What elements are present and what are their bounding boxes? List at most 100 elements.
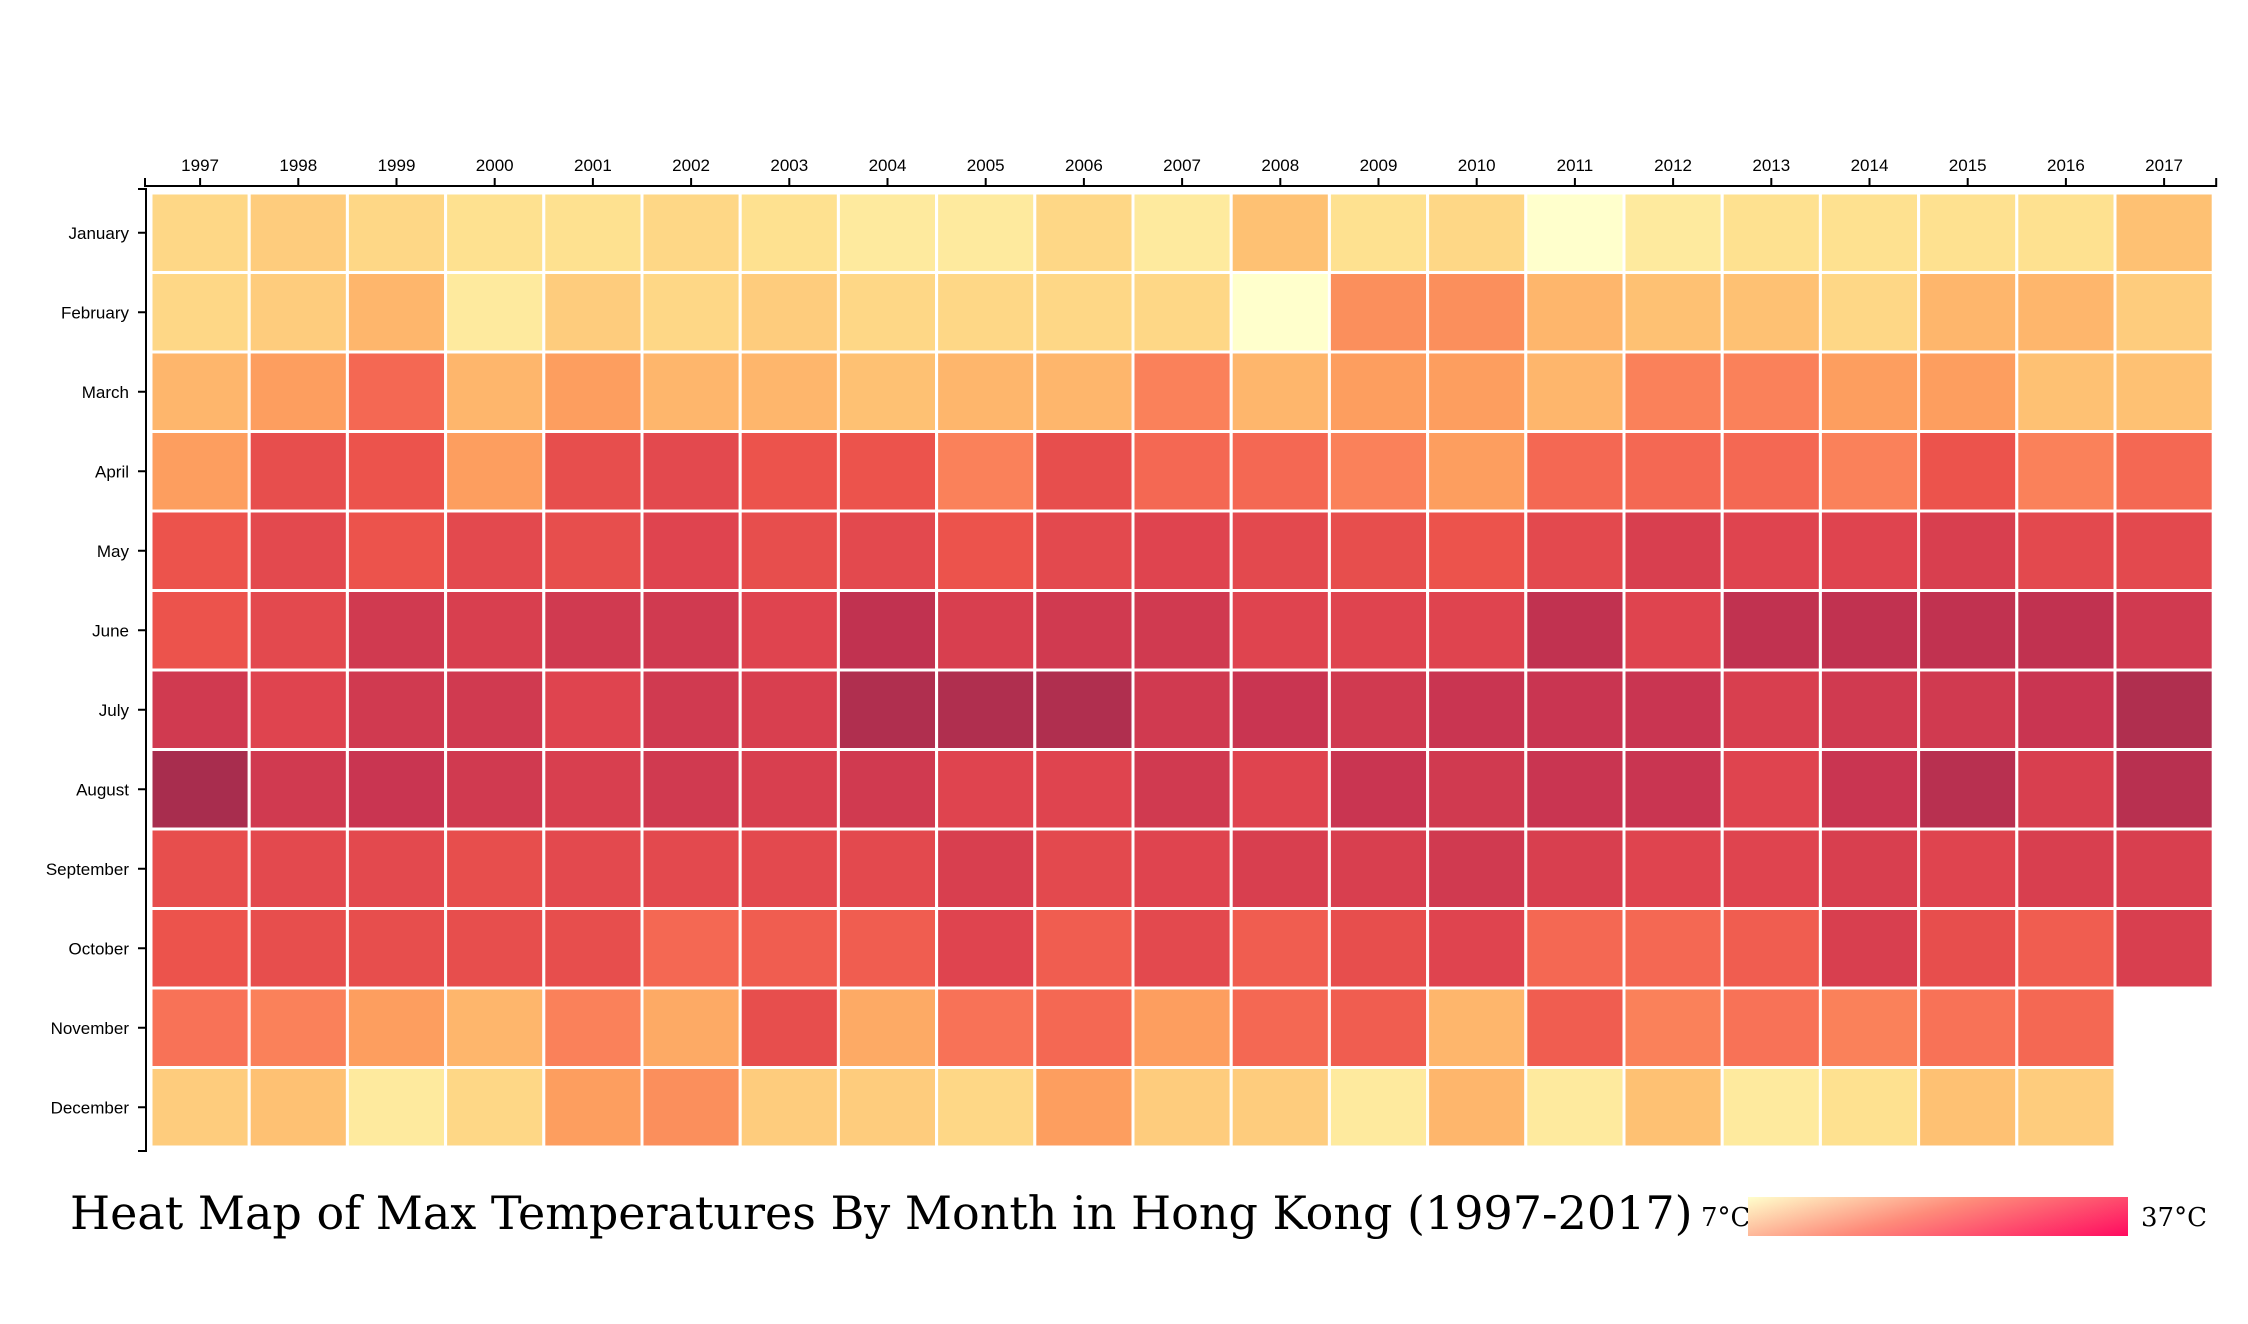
heatmap-cell-august-2013 [1720,748,1822,831]
heatmap-cell-october-1999 [345,907,448,990]
heatmap-cell-december-2012 [1622,1066,1724,1149]
heatmap-cell-august-2006 [1033,748,1135,831]
heatmap-cell-december-1997 [149,1066,251,1149]
y-tick-label-august: August [76,780,129,799]
heatmap-cell-april-2005 [935,430,1037,513]
heatmap-cell-february-2007 [1131,271,1233,354]
heatmap-cell-september-2008 [1229,827,1331,910]
heatmap-cell-july-1998 [247,668,349,751]
y-axis-line [138,188,147,1152]
heatmap-cell-january-2017 [2113,191,2215,274]
heatmap-cell-december-2014 [1818,1066,1921,1149]
heatmap-cell-may-2012 [1622,509,1724,592]
heatmap-cell-january-2013 [1720,191,1822,274]
heatmap-cell-february-1999 [345,271,448,354]
heatmap-cell-october-2012 [1622,907,1724,990]
heatmap-cell-november-2006 [1033,986,1135,1069]
heatmap-cell-february-2014 [1818,271,1921,354]
heatmap-cell-june-2011 [1524,589,1626,672]
heatmap-cell-december-1998 [247,1066,349,1149]
heatmap-cell-may-1998 [247,509,349,592]
heatmap-cell-july-2007 [1131,668,1233,751]
heatmap-cell-january-2015 [1917,191,2019,274]
y-tick-label-march: March [82,383,129,402]
heatmap-cell-september-2006 [1033,827,1135,910]
heatmap-cell-april-2014 [1818,430,1921,513]
x-tick-label-2004: 2004 [869,156,907,175]
heatmap-cell-november-1997 [149,986,251,1069]
heatmap-cell-june-2001 [542,589,644,672]
heatmap-cell-january-2012 [1622,191,1724,274]
heatmap-cell-april-2017 [2113,430,2215,513]
heatmap-cell-october-2007 [1131,907,1233,990]
heatmap-cell-july-2000 [444,668,546,751]
heatmap-cell-april-1999 [345,430,448,513]
heatmap-cell-may-1999 [345,509,448,592]
heatmap-cell-august-2001 [542,748,644,831]
heatmap-cell-march-2016 [2015,350,2117,433]
heatmap-cell-may-2003 [738,509,840,592]
heatmap-cell-september-2012 [1622,827,1724,910]
heatmap-cell-january-1997 [149,191,251,274]
heatmap-cell-october-2005 [935,907,1037,990]
heatmap-cell-june-2005 [935,589,1037,672]
heatmap-cell-march-2011 [1524,350,1626,433]
heatmap-cell-april-2011 [1524,430,1626,513]
heatmap-cell-october-2004 [836,907,939,990]
y-tick-label-april: April [95,462,129,481]
y-tick-label-october: October [69,939,130,958]
heatmap-cell-november-2016 [2015,986,2117,1069]
heatmap-cell-november-2011 [1524,986,1626,1069]
heatmap-cell-may-2008 [1229,509,1331,592]
heatmap-cell-may-2007 [1131,509,1233,592]
heatmap-cell-march-2003 [738,350,840,433]
heatmap-cell-february-2000 [444,271,546,354]
heatmap-cell-july-2002 [640,668,742,751]
legend-max-label: 37°C [2141,1203,2207,1233]
heatmap-cell-june-1997 [149,589,251,672]
heatmap-cell-february-2011 [1524,271,1626,354]
heatmap-cell-february-1998 [247,271,349,354]
heatmap-cell-january-2006 [1033,191,1135,274]
x-tick-label-1999: 1999 [378,156,416,175]
heatmap-cell-may-2016 [2015,509,2117,592]
heatmap-cell-may-2004 [836,509,939,592]
heatmap-cell-august-2003 [738,748,840,831]
heatmap-cell-september-2003 [738,827,840,910]
heatmap-cell-march-2000 [444,350,546,433]
heatmap-cell-november-2009 [1327,986,1430,1069]
heatmap-cell-july-2008 [1229,668,1331,751]
heatmap-cell-march-2002 [640,350,742,433]
heatmap-cell-june-2013 [1720,589,1822,672]
heatmap-cell-may-2000 [444,509,546,592]
x-tick-label-2012: 2012 [1654,156,1692,175]
heatmap-cell-april-1997 [149,430,251,513]
heatmap-cell-march-2017 [2113,350,2215,433]
heatmap-cell-february-2017 [2113,271,2215,354]
heatmap-cell-march-2010 [1426,350,1528,433]
heatmap-cell-october-2003 [738,907,840,990]
heatmap-cell-january-2008 [1229,191,1331,274]
heatmap-cell-june-2004 [836,589,939,672]
heatmap-cell-december-2007 [1131,1066,1233,1149]
heatmap-cell-december-2008 [1229,1066,1331,1149]
heatmap-cell-january-1999 [345,191,448,274]
x-tick-label-2010: 2010 [1458,156,1496,175]
heatmap-cell-november-1998 [247,986,349,1069]
heatmap-cell-january-2016 [2015,191,2117,274]
heatmap-cell-april-2012 [1622,430,1724,513]
heatmap-cell-february-2005 [935,271,1037,354]
heatmap-cell-december-2002 [640,1066,742,1149]
heatmap-cell-may-2017 [2113,509,2215,592]
heatmap-cell-december-2005 [935,1066,1037,1149]
heatmap-cell-november-2000 [444,986,546,1069]
heatmap-cell-may-2006 [1033,509,1135,592]
heatmap-cell-may-2014 [1818,509,1921,592]
heatmap-cell-april-2008 [1229,430,1331,513]
x-tick-label-1998: 1998 [279,156,317,175]
heatmap-cell-june-1999 [345,589,448,672]
heatmap-cell-march-2008 [1229,350,1331,433]
heatmap-cell-january-2003 [738,191,840,274]
heatmap-cell-september-2011 [1524,827,1626,910]
x-tick-label-2017: 2017 [2145,156,2183,175]
